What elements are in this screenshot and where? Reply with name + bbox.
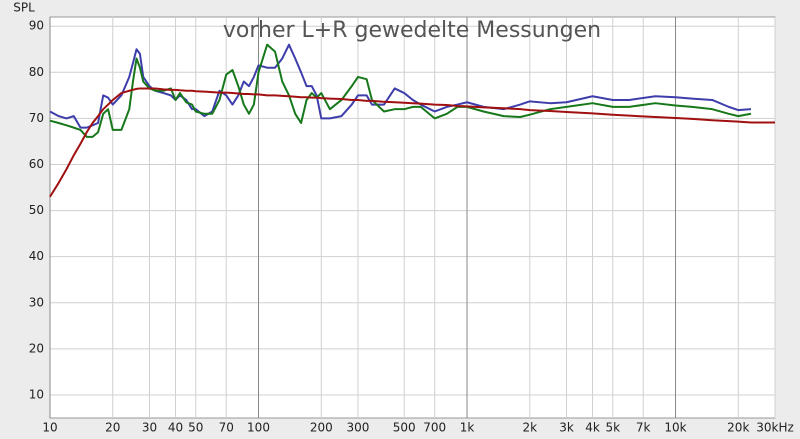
- x-tick-label: 4k: [585, 421, 600, 435]
- x-tick-label: 500: [393, 421, 416, 435]
- y-tick-label: 10: [29, 387, 44, 401]
- x-tick-label: 2k: [522, 421, 537, 435]
- y-tick-label: 20: [29, 341, 44, 355]
- x-tick-label: 5k: [605, 421, 620, 435]
- y-tick-label: 80: [29, 65, 44, 79]
- y-axis-label: SPL: [13, 1, 35, 15]
- chart-title: vorher L+R gewedelte Messungen: [223, 18, 601, 43]
- y-tick-label: 60: [29, 157, 44, 171]
- plot-area: [49, 16, 776, 419]
- x-tick-label: 20: [105, 421, 120, 435]
- y-tick-label: 30: [29, 295, 44, 309]
- x-tick-label: 40: [168, 421, 183, 435]
- series-line: [49, 43, 752, 129]
- x-tick-label: 700: [423, 421, 446, 435]
- series-line: [49, 87, 775, 198]
- x-tick-label: 20k: [727, 421, 749, 435]
- y-tick-label: 40: [29, 249, 44, 263]
- x-tick-label: 3k: [559, 421, 574, 435]
- x-tick-label: 100: [247, 421, 270, 435]
- y-tick-label: 50: [29, 203, 44, 217]
- y-tick-label: 90: [29, 19, 44, 33]
- x-tick-label: 10: [42, 421, 57, 435]
- x-tick-label: 30: [142, 421, 157, 435]
- x-tick-label: 30kHz: [756, 421, 794, 435]
- x-tick-label: 10k: [664, 421, 686, 435]
- x-tick-label: 1k: [460, 421, 475, 435]
- x-tick-label: 200: [310, 421, 333, 435]
- x-tick-label: 50: [188, 421, 203, 435]
- y-tick-label: 70: [29, 111, 44, 125]
- x-tick-label: 7k: [636, 421, 651, 435]
- x-tick-label: 70: [219, 421, 234, 435]
- x-tick-label: 300: [347, 421, 370, 435]
